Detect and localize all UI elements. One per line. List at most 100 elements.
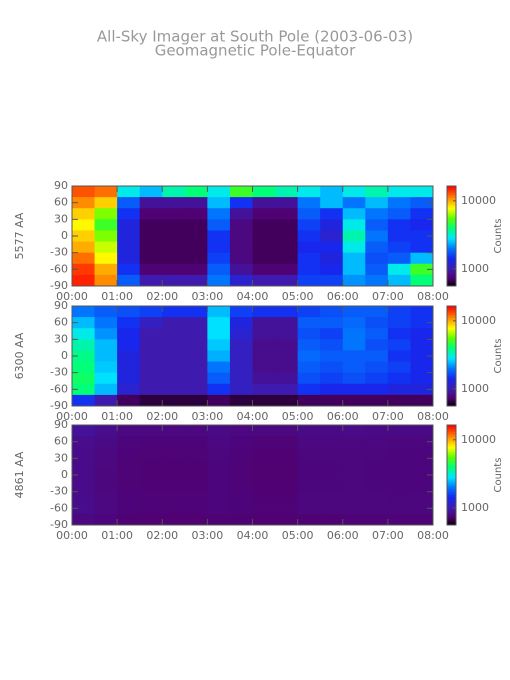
heatmap-cell — [184, 241, 208, 254]
heatmap-cell — [207, 502, 231, 515]
heatmap-cell — [320, 447, 344, 459]
heatmap-cell — [139, 230, 163, 243]
heatmap-cell — [207, 480, 231, 493]
heatmap-cell — [320, 458, 344, 470]
heatmap-cell — [94, 263, 118, 276]
heatmap-cell — [162, 263, 186, 276]
heatmap-cell — [342, 502, 366, 515]
heatmap-cell — [162, 469, 186, 482]
colorbar-swatch — [447, 191, 456, 194]
colorbar-swatch — [447, 453, 456, 456]
colorbar-swatch — [447, 219, 456, 222]
heatmap-cell — [139, 208, 163, 220]
x-tick-label: 01:00 — [101, 290, 133, 303]
heatmap-cell — [72, 197, 96, 209]
colorbar-swatch — [447, 202, 456, 205]
y-tick-label: -30 — [50, 246, 68, 259]
colorbar-swatch — [447, 329, 456, 332]
heatmap-cell — [297, 328, 321, 340]
heatmap-cell — [387, 372, 411, 385]
heatmap-cell — [94, 219, 118, 231]
heatmap-cell — [207, 458, 231, 470]
heatmap-cell — [342, 383, 366, 396]
y-tick-label: -60 — [50, 382, 68, 395]
heatmap-cell — [320, 230, 344, 243]
heatmap-cell — [162, 339, 186, 351]
heatmap-cell — [342, 480, 366, 493]
colorbar-swatch — [447, 471, 456, 474]
heatmap-cell — [387, 350, 411, 363]
heatmap-cell — [117, 317, 141, 329]
heatmap-cell — [342, 394, 366, 407]
heatmap-cell — [139, 252, 163, 265]
colorbar-swatch — [447, 521, 456, 524]
colorbar-swatch — [447, 269, 456, 272]
heatmap-cell — [184, 274, 208, 287]
heatmap-cell — [139, 263, 163, 276]
heatmap-cell — [117, 502, 141, 515]
heatmap-cell — [162, 480, 186, 493]
heatmap-cell — [117, 197, 141, 209]
heatmap-cell — [320, 372, 344, 385]
heatmap-cell — [117, 394, 141, 407]
colorbar-label: Counts — [493, 219, 504, 254]
heatmap-cell — [365, 230, 389, 243]
heatmap-cell — [387, 339, 411, 351]
heatmap-cell — [139, 513, 163, 526]
heatmap-cell — [252, 436, 276, 448]
colorbar-swatch — [447, 384, 456, 387]
heatmap-cell — [387, 361, 411, 374]
heatmap-cell — [410, 306, 434, 318]
heatmap-cell — [72, 350, 96, 363]
heatmap-cell — [387, 306, 411, 318]
colorbar-swatch — [447, 466, 456, 469]
heatmap-cell — [297, 263, 321, 276]
heatmap-cell — [139, 383, 163, 396]
heatmap-cell — [320, 469, 344, 482]
heatmap-cell — [252, 491, 276, 504]
colorbar-swatch — [447, 485, 456, 488]
colorbar-swatch — [447, 234, 456, 237]
colorbar-swatch — [447, 463, 456, 466]
colorbar-swatch — [447, 222, 456, 225]
heatmap-cell — [184, 513, 208, 526]
heatmap-cell — [342, 447, 366, 459]
heatmap-cell — [94, 513, 118, 526]
heatmap-cell — [139, 328, 163, 340]
heatmap-cell — [184, 328, 208, 340]
heatmap-cell — [387, 263, 411, 276]
colorbar-tick-label: 1000 — [461, 262, 489, 275]
heatmap-cell — [184, 361, 208, 374]
heatmap-cell — [229, 263, 253, 276]
heatmap-cell — [410, 339, 434, 351]
colorbar-swatch — [447, 332, 456, 335]
heatmap-cell — [162, 186, 186, 198]
heatmap-cell — [320, 350, 344, 363]
heatmap-cell — [252, 425, 276, 437]
colorbar-swatch — [447, 356, 456, 359]
heatmap-cell — [94, 361, 118, 374]
heatmap-cell — [229, 469, 253, 482]
heatmap-cell — [229, 513, 253, 526]
colorbar-swatch — [447, 496, 456, 499]
heatmap-cell — [387, 425, 411, 437]
heatmap-cell — [365, 306, 389, 318]
heatmap-cell — [275, 306, 299, 318]
heatmap-cell — [162, 502, 186, 515]
colorbar-swatch — [447, 357, 456, 360]
heatmap-cell — [275, 186, 299, 198]
colorbar-tick-label: 1000 — [461, 382, 489, 395]
colorbar-swatch — [447, 281, 456, 284]
colorbar-swatch — [447, 377, 456, 380]
x-tick-label: 05:00 — [282, 529, 314, 542]
x-tick-label: 07:00 — [372, 529, 404, 542]
colorbar-swatch — [447, 490, 456, 493]
colorbar-swatch — [447, 236, 456, 239]
heatmap-cell — [207, 306, 231, 318]
heatmap-cell — [297, 491, 321, 504]
heatmap-cell — [342, 513, 366, 526]
heatmap-cell — [320, 219, 344, 231]
heatmap-cell — [184, 317, 208, 329]
colorbar-label: Counts — [493, 458, 504, 493]
colorbar-swatch — [447, 209, 456, 212]
